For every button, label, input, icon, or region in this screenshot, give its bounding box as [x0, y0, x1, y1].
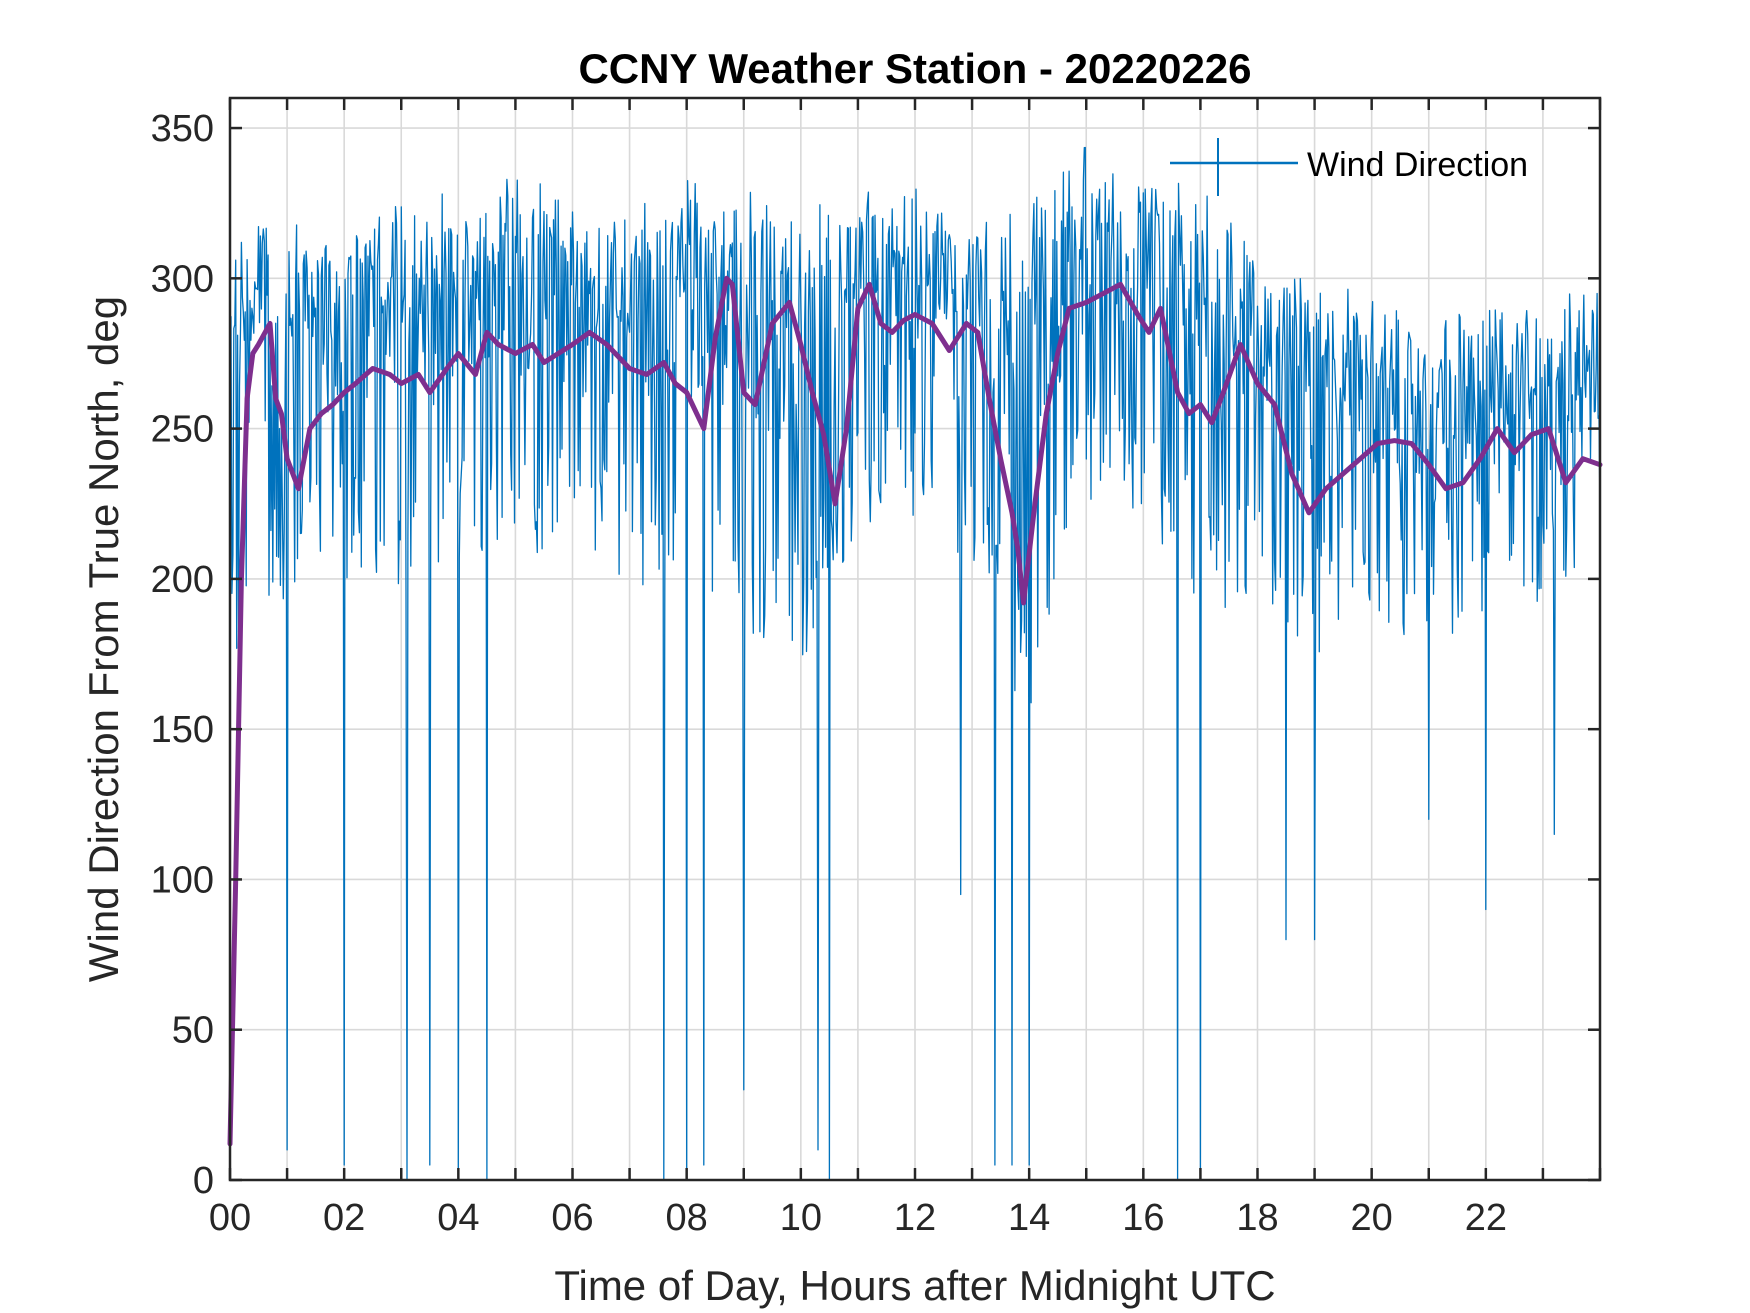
y-tick-label: 0 — [193, 1160, 214, 1202]
running-mean-line — [227, 275, 1603, 1147]
x-tick-label: 12 — [894, 1197, 936, 1239]
legend-label-wind-direction: Wind Direction — [1307, 146, 1528, 184]
x-axis-title: Time of Day, Hours after Midnight UTC — [554, 1262, 1275, 1309]
x-tick-label: 14 — [1008, 1197, 1050, 1239]
y-tick-label: 300 — [151, 258, 214, 300]
y-axis-title: Wind Direction From True North, deg — [80, 296, 127, 982]
x-tick-label: 16 — [1122, 1197, 1164, 1239]
running-mean-series — [227, 275, 1603, 1147]
y-tick-label: 350 — [151, 108, 214, 150]
x-tick-labels: 00 02 04 06 08 10 12 14 16 18 20 22 — [209, 1197, 1507, 1239]
axis-ticks — [228, 98, 1602, 1182]
y-tick-label: 50 — [172, 1010, 214, 1052]
y-tick-label: 100 — [151, 859, 214, 901]
y-tick-label: 250 — [151, 409, 214, 451]
x-tick-label: 22 — [1465, 1197, 1507, 1239]
x-tick-label: 06 — [551, 1197, 593, 1239]
y-tick-label: 200 — [151, 559, 214, 601]
y-tick-labels: 0 50 100 150 200 250 300 350 — [151, 108, 214, 1202]
x-tick-label: 08 — [666, 1197, 708, 1239]
x-tick-label: 02 — [323, 1197, 365, 1239]
legend: Wind Direction — [1170, 138, 1528, 196]
x-tick-label: 00 — [209, 1197, 251, 1239]
x-tick-label: 18 — [1236, 1197, 1278, 1239]
chart-title: CCNY Weather Station - 20220226 — [578, 45, 1251, 92]
y-tick-label: 150 — [151, 709, 214, 751]
x-tick-label: 10 — [780, 1197, 822, 1239]
x-tick-label: 20 — [1351, 1197, 1393, 1239]
x-tick-label: 04 — [437, 1197, 479, 1239]
